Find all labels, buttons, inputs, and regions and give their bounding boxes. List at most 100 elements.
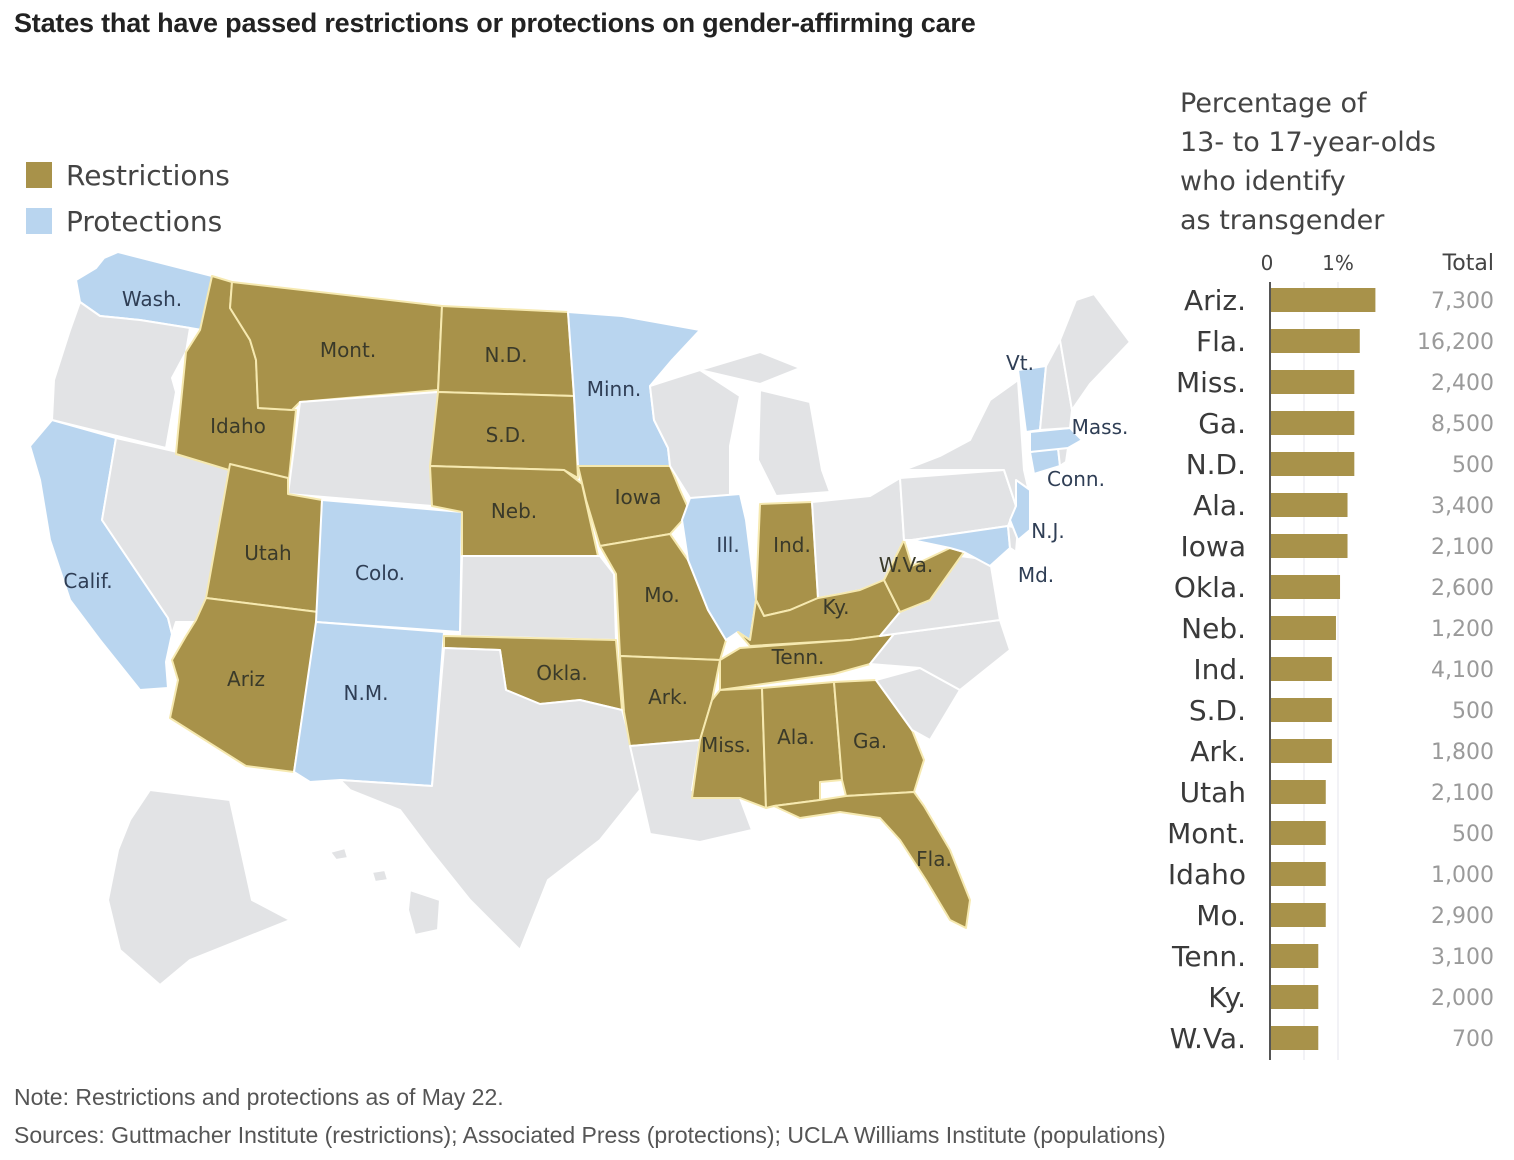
state-label-ar: Ark. — [648, 685, 688, 709]
bar-ga — [1270, 411, 1355, 435]
legend: Restrictions Protections — [26, 152, 230, 244]
bar-ky — [1270, 985, 1319, 1009]
bar-total-label: 16,200 — [1417, 330, 1494, 355]
bar-mont — [1270, 821, 1326, 845]
state-label-ok: Okla. — [536, 661, 588, 685]
state-label-id: Idaho — [210, 414, 266, 438]
state-fl — [773, 791, 971, 929]
bar-category-label: Okla. — [1174, 571, 1246, 604]
bar-total-label: 2,000 — [1431, 986, 1494, 1011]
bar-nd — [1270, 452, 1355, 476]
total-column-heading: Total — [1442, 251, 1494, 276]
bar-okla — [1270, 575, 1341, 599]
bar-category-label: Miss. — [1176, 366, 1246, 399]
bar-chart: 0 1% Total Ariz. 7,300 Fla. 16,200 Miss. 2,400 Ga… — [1167, 251, 1494, 1060]
state-label-in: Ind. — [773, 533, 811, 557]
state-label-fl: Fla. — [916, 847, 952, 871]
state-label-mn: Minn. — [587, 377, 642, 401]
state-ks — [459, 555, 617, 641]
state-label-vt: Vt. — [1006, 351, 1034, 375]
sources: Sources: Guttmacher Institute (restricti… — [14, 1122, 1166, 1148]
bar-ala — [1270, 493, 1348, 517]
state-label-ga: Ga. — [853, 729, 887, 753]
legend-item-protections: Protections — [26, 198, 230, 244]
bar-sd — [1270, 698, 1332, 722]
state-mi — [699, 351, 831, 497]
bar-total-label: 2,900 — [1431, 904, 1494, 929]
state-label-wa: Wash. — [122, 287, 182, 311]
state-label-tn: Tenn. — [771, 645, 825, 669]
heading-line-3: who identify — [1180, 166, 1346, 197]
bar-category-label: Ark. — [1190, 735, 1246, 768]
state-in — [755, 501, 819, 617]
state-label-nd: N.D. — [484, 343, 527, 367]
bar-total-label: 2,100 — [1431, 535, 1494, 560]
bar-category-label: S.D. — [1189, 694, 1246, 727]
heading-line-4: as transgender — [1180, 205, 1385, 236]
bar-total-label: 500 — [1452, 822, 1494, 847]
bar-category-label: Mo. — [1196, 899, 1246, 932]
x-tick-label: 0 — [1261, 251, 1274, 275]
footnote: Note: Restrictions and protections as of… — [14, 1084, 504, 1110]
bar-category-label: Tenn. — [1171, 940, 1246, 973]
x-tick-label: 1% — [1322, 251, 1354, 275]
state-label-mt: Mont. — [320, 338, 376, 362]
us-map: Wash. Calif. Idaho Mont. Utah Ariz Colo. N.M. N.… — [29, 251, 1131, 986]
bar-category-label: W.Va. — [1170, 1022, 1246, 1055]
legend-label-restrictions: Restrictions — [66, 158, 230, 192]
state-hi — [329, 847, 441, 936]
bar-iowa — [1270, 534, 1348, 558]
restrictions-swatch — [26, 162, 52, 188]
legend-item-restrictions: Restrictions — [26, 152, 230, 198]
bar-total-label: 3,100 — [1431, 945, 1494, 970]
state-label-il: Ill. — [716, 533, 739, 557]
bar-category-label: Ala. — [1193, 489, 1246, 522]
bar-total-label: 2,100 — [1431, 781, 1494, 806]
bar-category-label: Iowa — [1181, 530, 1246, 563]
bar-category-label: Ariz. — [1184, 284, 1246, 317]
bar-total-label: 1,800 — [1431, 740, 1494, 765]
bar-total-label: 3,400 — [1431, 494, 1494, 519]
state-tx — [339, 647, 641, 951]
bar-total-label: 1,000 — [1431, 863, 1494, 888]
state-ri — [1057, 447, 1069, 467]
state-label-az: Ariz — [227, 667, 265, 691]
state-label-co: Colo. — [355, 561, 405, 585]
state-sc — [875, 667, 961, 741]
bar-total-label: 4,100 — [1431, 658, 1494, 683]
bar-ariz — [1270, 288, 1376, 312]
bar-category-label: Ga. — [1198, 407, 1246, 440]
bar-total-label: 7,300 — [1431, 289, 1494, 314]
bar-mo — [1270, 903, 1326, 927]
bar-total-label: 500 — [1452, 453, 1494, 478]
state-wy — [287, 391, 439, 507]
state-or — [51, 301, 191, 449]
legend-label-protections: Protections — [66, 204, 223, 238]
bar-total-label: 700 — [1452, 1027, 1494, 1052]
bar-category-label: Mont. — [1167, 817, 1246, 850]
bar-total-label: 500 — [1452, 699, 1494, 724]
bar-utah — [1270, 780, 1326, 804]
bar-ind — [1270, 657, 1332, 681]
bar-neb — [1270, 616, 1336, 640]
bar-miss — [1270, 370, 1355, 394]
state-ak — [107, 789, 291, 986]
bar-total-label: 1,200 — [1431, 617, 1494, 642]
state-nh — [1039, 339, 1073, 431]
bar-fla — [1270, 329, 1360, 353]
bar-total-label: 2,600 — [1431, 576, 1494, 601]
state-label-ut: Utah — [244, 541, 291, 565]
bar-category-label: Neb. — [1181, 612, 1246, 645]
bar-category-label: Utah — [1180, 776, 1246, 809]
bar-chart-heading: Percentage of 13- to 17-year-olds who id… — [1180, 84, 1436, 240]
state-label-ms: Miss. — [701, 733, 751, 757]
state-label-al: Ala. — [777, 725, 815, 749]
bar-category-label: Ky. — [1208, 981, 1246, 1014]
state-label-ia: Iowa — [615, 485, 662, 509]
state-me — [1059, 293, 1131, 411]
state-label-md: Md. — [1018, 563, 1054, 587]
bar-category-label: Ind. — [1193, 653, 1246, 686]
bar-category-label: Fla. — [1196, 325, 1246, 358]
state-label-nj: N.J. — [1031, 519, 1065, 543]
heading-line-1: Percentage of — [1180, 88, 1367, 119]
